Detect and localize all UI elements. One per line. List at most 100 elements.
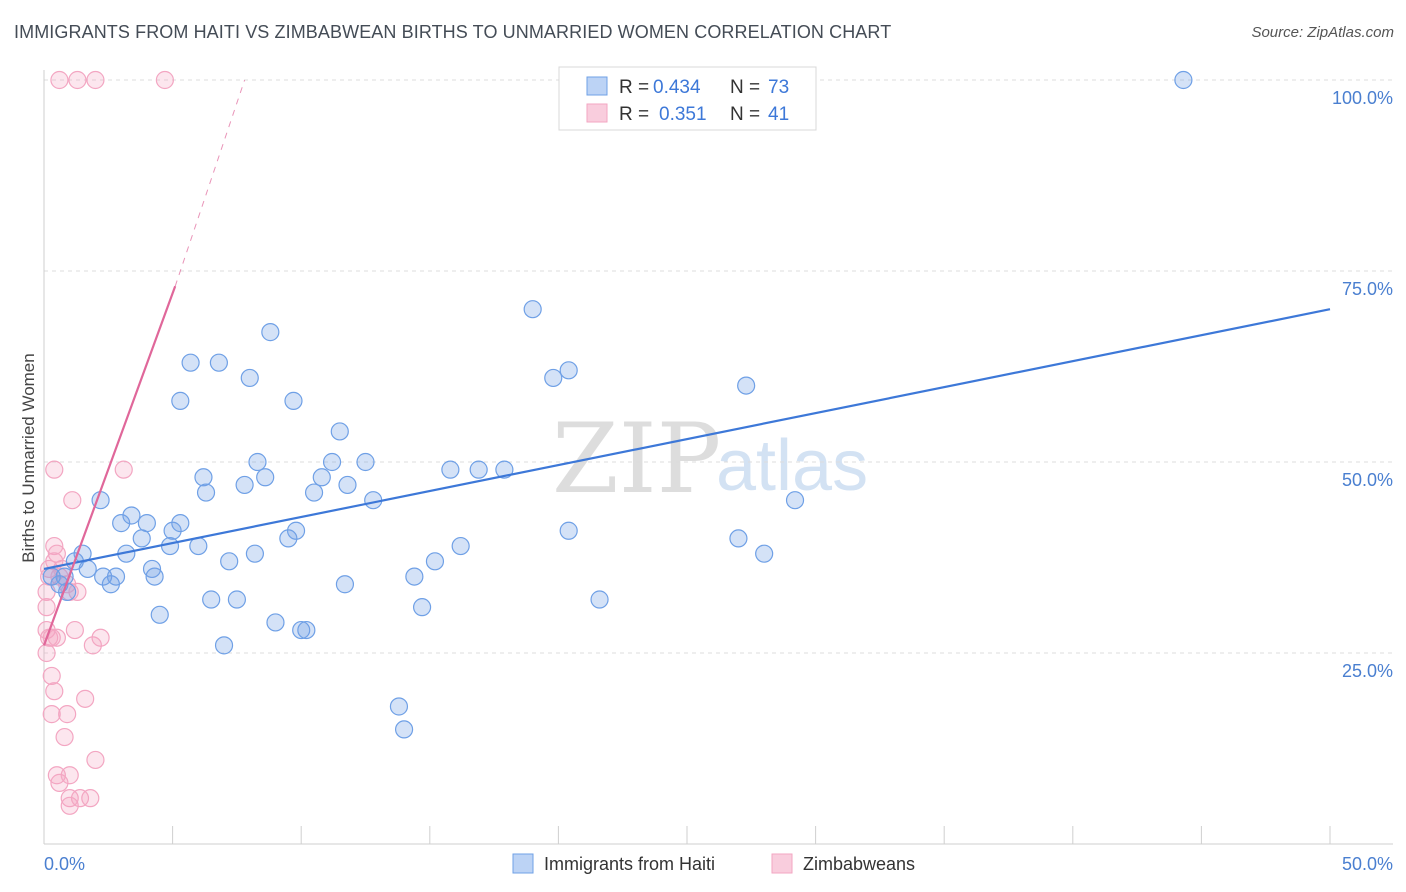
y-tick-0: 25.0%	[1342, 661, 1393, 681]
legend-r-label-haiti: R =	[619, 77, 649, 98]
zimbabweans-point-15	[47, 628, 66, 647]
y-tick-1: 50.0%	[1342, 470, 1393, 490]
axes	[43, 70, 1393, 845]
haiti-point-70	[1174, 70, 1193, 90]
zimbabweans-point-32	[76, 689, 95, 708]
legend-n-label-haiti: N =	[730, 77, 760, 98]
x-tick-labels: 0.0% 50.0%	[44, 854, 1393, 874]
haiti-point-42	[292, 620, 311, 640]
x-tick-min: 0.0%	[44, 854, 85, 874]
legend-r-label-zimbabweans: R =	[619, 104, 649, 125]
haiti-point-43	[297, 620, 316, 640]
haiti-point-49	[338, 475, 357, 495]
zimbabweans-point-3	[37, 643, 56, 663]
haiti-point-62	[544, 368, 563, 388]
y-tick-labels: 25.0% 50.0% 75.0% 100.0%	[1332, 88, 1393, 681]
haiti-point-14	[132, 529, 151, 548]
zimbabweans-point-14	[47, 544, 66, 563]
haiti-point-44	[304, 483, 324, 502]
zimbabweans-point-19	[50, 70, 69, 90]
zimbabweans-point-10	[45, 460, 64, 479]
haiti-point-47	[330, 422, 349, 441]
zimbabweans-point-33	[81, 789, 100, 808]
haiti-point-53	[394, 720, 414, 739]
haiti-point-18	[150, 605, 169, 624]
haiti-point-54	[405, 567, 424, 586]
haiti-point-30	[220, 552, 239, 571]
haiti-point-35	[248, 452, 267, 472]
x-tick-max: 50.0%	[1342, 854, 1393, 874]
trend-lines	[42, 79, 1331, 646]
haiti-point-48	[335, 575, 355, 594]
zimbabweans-point-23	[58, 705, 77, 724]
zimbabweans-point-28	[63, 491, 82, 510]
zimbabweans-point-40	[68, 70, 87, 90]
haiti-point-66	[729, 529, 748, 548]
haiti-point-2	[55, 567, 74, 586]
haiti-point-52	[389, 697, 409, 716]
haiti-point-67	[737, 376, 756, 395]
haiti-point-13	[122, 506, 141, 525]
haiti-point-29	[214, 636, 234, 655]
haiti-point-69	[785, 491, 805, 510]
haiti-point-55	[412, 598, 432, 617]
haiti-point-10	[106, 567, 126, 586]
haiti-point-61	[523, 300, 542, 319]
legend-swatch-haiti	[586, 76, 608, 96]
zimbabweans-point-13	[45, 682, 64, 701]
haiti-trend-line	[43, 308, 1331, 571]
haiti-point-68	[755, 544, 774, 563]
legend-swatch-zimbabweans	[586, 103, 608, 123]
source-credit: Source: ZipAtlas.com	[1251, 24, 1394, 41]
zimbabweans-point-1	[37, 598, 56, 617]
haiti-point-59	[469, 460, 488, 479]
haiti-point-15	[137, 514, 156, 533]
legend-r-value-haiti: 0.434	[653, 77, 701, 98]
haiti-point-23	[181, 353, 200, 372]
haiti-point-17	[145, 567, 164, 586]
haiti-point-28	[209, 353, 228, 372]
haiti-point-25	[194, 468, 213, 487]
zimbabweans-point-29	[65, 620, 84, 640]
haiti-point-26	[196, 483, 216, 502]
legend-n-value-zimbabweans: 41	[768, 104, 789, 125]
legend-n-value-haiti: 73	[768, 77, 789, 98]
haiti-point-64	[559, 521, 578, 540]
zimbabweans-trend-extension	[174, 79, 246, 287]
zimbabweans-point-38	[114, 460, 133, 479]
haiti-point-31	[227, 590, 246, 609]
zimbabweans-trend-line	[42, 285, 177, 646]
haiti-point-37	[261, 323, 280, 342]
gridlines	[44, 79, 1393, 654]
zimbabweans-point-30	[68, 582, 87, 601]
legend-r-value-zimbabweans: 0.351	[659, 104, 707, 125]
haiti-point-58	[451, 536, 470, 556]
zimbabweans-point-25	[60, 766, 79, 785]
haiti-point-65	[590, 590, 609, 609]
haiti-point-45	[312, 468, 331, 487]
watermark-zip: ZIP	[552, 403, 721, 515]
haiti-point-40	[284, 391, 303, 410]
series-legend: Immigrants from Haiti Zimbabweans	[512, 853, 915, 874]
haiti-point-34	[245, 544, 265, 563]
legend-n-label-zimbabweans: N =	[730, 104, 760, 125]
bottom-legend-swatch-zimbabweans	[771, 853, 793, 874]
zimbabweans-point-37	[91, 628, 110, 647]
zimbabweans-point-35	[86, 750, 105, 770]
zimbabweans-point-34	[83, 636, 102, 655]
haiti-point-63	[559, 361, 578, 380]
haiti-point-36	[256, 468, 275, 487]
y-axis-label: Births to Unmarried Women	[19, 353, 38, 562]
haiti-point-60	[495, 460, 514, 479]
zimbabweans-point-9	[42, 705, 61, 724]
zimbabweans-point-27	[60, 796, 79, 815]
haiti-point-33	[240, 368, 259, 388]
correlation-legend: R = 0.434 N = 73 R = 0.351 N = 41	[558, 66, 817, 131]
haiti-point-6	[78, 559, 97, 579]
y-tick-3: 100.0%	[1332, 88, 1393, 108]
bottom-legend-label-haiti: Immigrants from Haiti	[544, 854, 715, 874]
bottom-legend-swatch-haiti	[512, 853, 534, 874]
y-tick-2: 75.0%	[1342, 279, 1393, 299]
haiti-point-27	[202, 590, 221, 609]
haiti-point-57	[441, 460, 460, 479]
